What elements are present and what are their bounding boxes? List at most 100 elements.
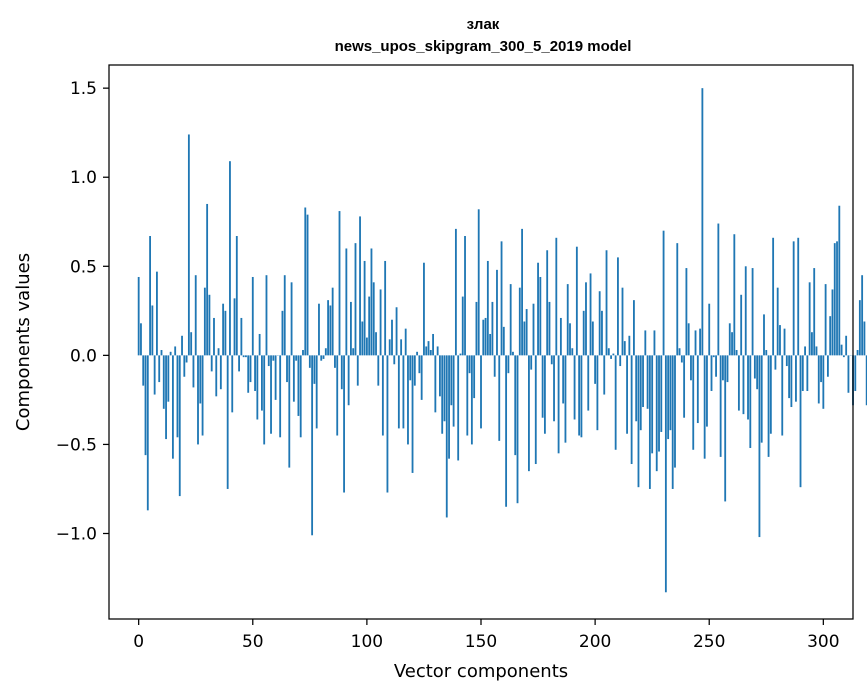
bar bbox=[706, 355, 708, 427]
bar bbox=[331, 287, 334, 356]
bar bbox=[466, 355, 469, 436]
bar bbox=[667, 355, 670, 440]
bar bbox=[160, 350, 163, 356]
bar bbox=[795, 355, 797, 402]
bar bbox=[607, 348, 610, 356]
bar bbox=[137, 276, 140, 356]
bar bbox=[379, 289, 382, 356]
bar bbox=[144, 355, 147, 456]
bar bbox=[153, 355, 156, 395]
bar bbox=[320, 355, 323, 361]
bar bbox=[397, 355, 400, 429]
bar bbox=[651, 355, 654, 454]
bar bbox=[813, 268, 816, 356]
bar bbox=[208, 294, 211, 356]
bar bbox=[336, 355, 339, 436]
bar bbox=[404, 328, 407, 356]
bar bbox=[842, 355, 845, 358]
plot-frame bbox=[108, 64, 854, 620]
bar bbox=[261, 355, 263, 411]
bar bbox=[658, 355, 660, 452]
bar bbox=[388, 339, 391, 356]
bar bbox=[737, 355, 740, 411]
bar bbox=[429, 350, 432, 356]
bar bbox=[242, 355, 245, 358]
bar bbox=[546, 250, 549, 356]
bar bbox=[742, 355, 745, 415]
bar bbox=[753, 355, 756, 379]
bar bbox=[733, 234, 736, 356]
bar bbox=[822, 355, 825, 409]
bar bbox=[534, 355, 537, 465]
bar bbox=[416, 351, 419, 356]
bar bbox=[562, 355, 565, 404]
bar bbox=[315, 355, 318, 429]
bar bbox=[655, 355, 658, 472]
bar bbox=[183, 355, 186, 377]
bar bbox=[327, 300, 330, 356]
bar bbox=[507, 355, 510, 374]
bar bbox=[324, 348, 327, 356]
bar bbox=[311, 355, 314, 536]
bar bbox=[617, 257, 619, 356]
bar bbox=[149, 236, 151, 356]
bar bbox=[452, 355, 455, 427]
bar bbox=[454, 228, 457, 356]
bar bbox=[386, 355, 389, 493]
bar bbox=[441, 355, 444, 434]
bar bbox=[238, 355, 240, 372]
bar bbox=[635, 355, 638, 422]
bar bbox=[391, 319, 393, 356]
bar bbox=[498, 355, 501, 441]
y-tick-label: 0.5 bbox=[70, 257, 97, 277]
bar bbox=[420, 355, 423, 400]
bar bbox=[384, 260, 387, 356]
bar bbox=[550, 355, 553, 365]
bar bbox=[459, 353, 462, 356]
y-axis-label: Components values bbox=[13, 253, 34, 431]
bar bbox=[496, 269, 498, 356]
bar bbox=[192, 355, 195, 388]
bar bbox=[473, 355, 476, 399]
bar bbox=[559, 317, 562, 356]
bar bbox=[146, 355, 149, 511]
bar bbox=[181, 335, 183, 356]
bar bbox=[541, 355, 544, 418]
bar bbox=[169, 351, 172, 356]
bar bbox=[660, 355, 663, 432]
bar bbox=[368, 296, 371, 356]
bar bbox=[400, 339, 403, 356]
bar bbox=[197, 355, 199, 445]
bar bbox=[484, 317, 487, 356]
bar bbox=[518, 287, 521, 356]
bar bbox=[427, 341, 430, 356]
y-tick-label: −0.5 bbox=[56, 435, 97, 455]
bar bbox=[653, 330, 656, 356]
bar bbox=[678, 348, 681, 356]
x-axis-label: Vector components bbox=[394, 661, 568, 682]
bar bbox=[612, 353, 615, 356]
bar bbox=[749, 355, 752, 448]
bar bbox=[265, 275, 268, 356]
bar bbox=[281, 310, 284, 356]
bar bbox=[338, 211, 341, 356]
bar bbox=[521, 228, 523, 356]
bar bbox=[646, 355, 649, 409]
bar bbox=[591, 321, 594, 356]
bar bbox=[760, 355, 763, 443]
bar bbox=[201, 355, 204, 436]
bar bbox=[703, 355, 706, 459]
bar bbox=[578, 355, 581, 436]
bar bbox=[676, 243, 679, 356]
bar bbox=[350, 301, 352, 356]
bar bbox=[847, 355, 850, 393]
bar bbox=[637, 355, 640, 488]
bar bbox=[425, 346, 428, 356]
x-tick-label: 250 bbox=[693, 632, 725, 652]
bar bbox=[575, 246, 578, 356]
bar bbox=[580, 355, 583, 438]
bar bbox=[628, 335, 631, 356]
bar bbox=[731, 332, 733, 356]
bar bbox=[167, 355, 170, 402]
bar bbox=[194, 275, 197, 356]
